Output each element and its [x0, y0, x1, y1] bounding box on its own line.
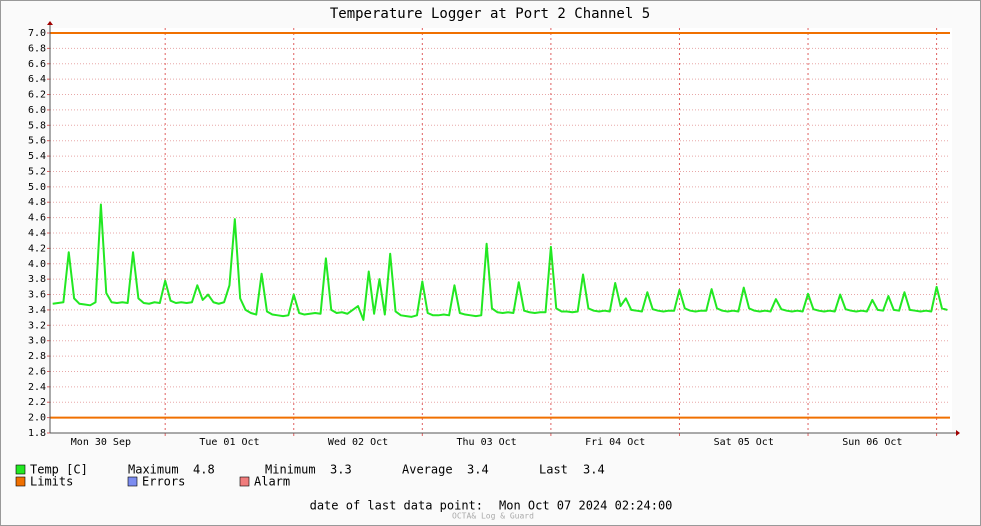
y-tick-label: 7.0: [28, 28, 46, 39]
plot-area: [50, 28, 952, 433]
x-tick-label: Mon 30 Sep: [71, 437, 131, 448]
x-tick-label: Sat 05 Oct: [714, 437, 774, 448]
footer-value: Mon Oct 07 2024 02:24:00: [499, 499, 672, 513]
y-tick-label: 2.2: [28, 397, 46, 408]
x-tick-label: Wed 02 Oct: [328, 437, 388, 448]
chart-title: Temperature Logger at Port 2 Channel 5: [330, 6, 650, 22]
legend-swatch: [239, 476, 250, 487]
y-tick-label: 3.2: [28, 320, 46, 331]
y-tick-label: 5.0: [28, 182, 46, 193]
legend-swatch: [15, 464, 26, 475]
x-tick-label: Thu 03 Oct: [456, 437, 516, 448]
footer-label: date of last data point:: [310, 499, 483, 513]
x-tick-label: Fri 04 Oct: [585, 437, 645, 448]
y-tick-label: 3.0: [28, 336, 46, 347]
legend-label: Temp [C]: [30, 463, 88, 477]
stat-label: Average: [402, 463, 453, 477]
y-tick-label: 3.8: [28, 274, 46, 285]
y-tick-label: 5.8: [28, 120, 46, 131]
y-tick-label: 2.0: [28, 413, 46, 424]
legend-swatch: [15, 476, 26, 487]
stat-value: 3.4: [583, 463, 605, 477]
y-tick-label: 6.6: [28, 59, 46, 70]
y-tick-label: 5.2: [28, 166, 46, 177]
stat-value: 3.4: [467, 463, 489, 477]
x-tick-label: Sun 06 Oct: [842, 437, 902, 448]
y-tick-label: 5.4: [28, 151, 46, 162]
y-tick-label: 3.6: [28, 290, 46, 301]
y-tick-label: 4.8: [28, 197, 46, 208]
y-tick-label: 2.4: [28, 382, 46, 393]
legend-label: Errors: [142, 475, 185, 489]
stat-label: Last: [539, 463, 568, 477]
stat-label: Maximum: [128, 463, 179, 477]
y-tick-label: 5.6: [28, 136, 46, 147]
y-tick-label: 6.8: [28, 43, 46, 54]
y-tick-label: 1.8: [28, 428, 46, 439]
y-tick-label: 2.6: [28, 366, 46, 377]
y-tick-label: 6.2: [28, 90, 46, 101]
y-tick-label: 6.4: [28, 74, 46, 85]
y-tick-label: 3.4: [28, 305, 46, 316]
stat-value: 4.8: [193, 463, 215, 477]
y-tick-label: 2.8: [28, 351, 46, 362]
stat-value: 3.3: [330, 463, 352, 477]
x-tick-label: Tue 01 Oct: [199, 437, 259, 448]
data-line: [52, 203, 948, 321]
credit: OCTA& Log & Guard: [452, 512, 534, 521]
y-tick-label: 4.6: [28, 213, 46, 224]
y-tick-label: 4.0: [28, 259, 46, 270]
legend-swatch: [127, 476, 138, 487]
legend-label: Alarm: [254, 475, 290, 489]
y-tick-label: 6.0: [28, 105, 46, 116]
y-tick-label: 4.2: [28, 243, 46, 254]
x-axis-arrow: [956, 430, 960, 436]
y-tick-label: 4.4: [28, 228, 46, 239]
legend-label: Limits: [30, 475, 73, 489]
stat-label: Minimum: [265, 463, 316, 477]
y-axis-arrow: [47, 21, 53, 25]
